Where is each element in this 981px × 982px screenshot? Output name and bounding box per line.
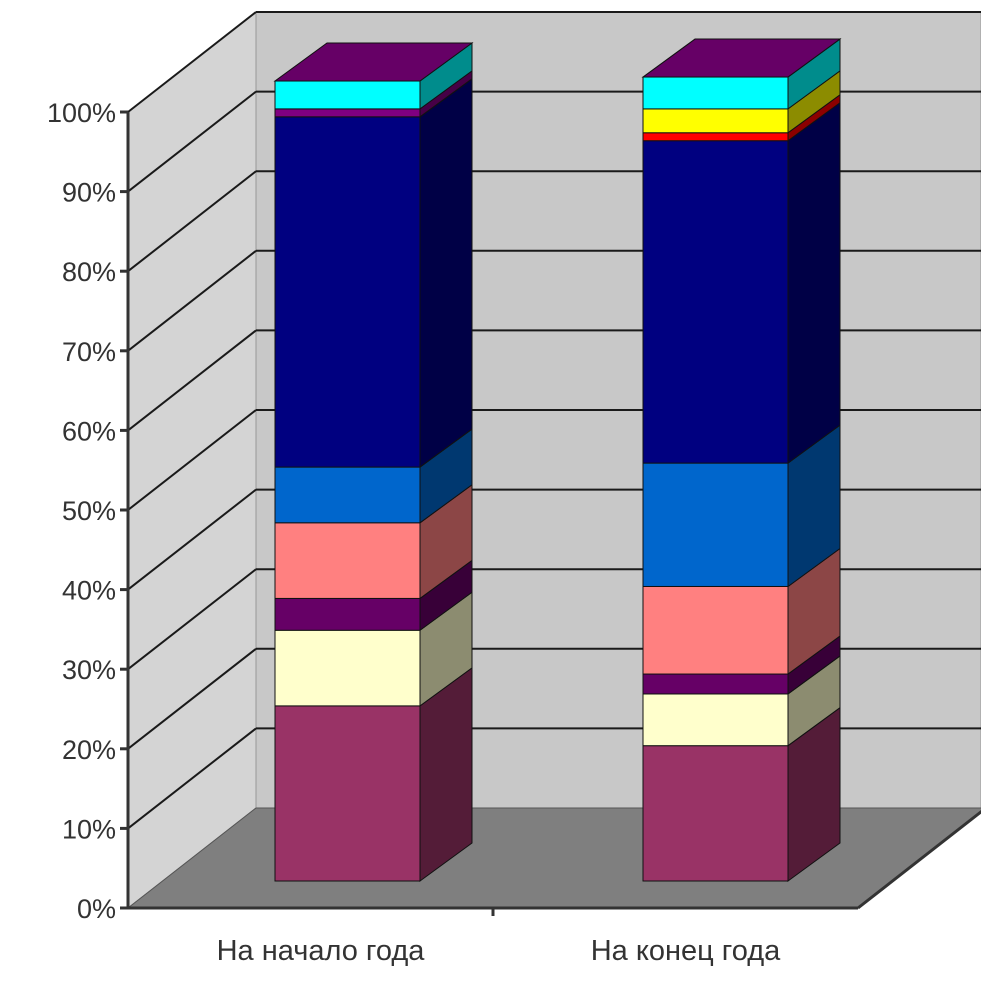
y-tick-label: 80% xyxy=(62,257,116,287)
bar-segment xyxy=(642,140,789,464)
side-gridline xyxy=(127,409,257,511)
side-gridline xyxy=(127,727,257,830)
bar-segment xyxy=(642,585,789,675)
x-category-label: На конец года xyxy=(591,935,781,967)
y-tick-label: 20% xyxy=(62,735,116,765)
bar-segment xyxy=(274,597,421,631)
floor-edge xyxy=(857,810,981,910)
bar-top-face xyxy=(273,42,474,82)
side-gridline xyxy=(127,170,257,272)
bar-segment xyxy=(274,80,421,110)
y-tick-label: 10% xyxy=(62,814,116,844)
floor xyxy=(126,807,981,909)
bar-segment xyxy=(274,522,421,599)
bar-segment xyxy=(642,108,789,134)
bar-segment-side xyxy=(787,101,841,465)
bar-segment xyxy=(274,629,421,707)
bar-segment xyxy=(642,673,789,695)
y-tick-label: 100% xyxy=(47,98,116,128)
y-tick-label: 40% xyxy=(62,576,116,606)
y-tick-label: 60% xyxy=(62,416,116,446)
side-gridline xyxy=(127,568,257,670)
x-category-label: На начало года xyxy=(217,935,426,967)
y-tick-label: 0% xyxy=(77,894,116,924)
bar-stack xyxy=(641,38,842,882)
bar-segment xyxy=(642,76,789,110)
bar-segment-side xyxy=(419,77,473,469)
y-tick-label: 50% xyxy=(62,496,116,526)
bar-segment xyxy=(642,745,789,882)
y-tick-label: 30% xyxy=(62,655,116,685)
bar-segment xyxy=(642,462,789,587)
bar-segment xyxy=(274,116,421,468)
side-gridline xyxy=(127,648,257,750)
bar-segment xyxy=(274,705,421,882)
bar-segment xyxy=(274,108,421,118)
bar-top-face xyxy=(641,38,842,78)
bar-segment xyxy=(642,132,789,142)
side-gridline xyxy=(127,488,257,591)
y-tick-label: 90% xyxy=(62,178,116,208)
bar-segment xyxy=(274,466,421,524)
side-gridline xyxy=(127,329,257,432)
y-tick-label: 70% xyxy=(62,337,116,367)
side-gridline xyxy=(127,11,257,113)
bar-segment xyxy=(642,693,789,747)
side-gridline xyxy=(127,250,257,352)
side-gridline xyxy=(127,90,257,193)
bar-stack xyxy=(273,42,474,882)
